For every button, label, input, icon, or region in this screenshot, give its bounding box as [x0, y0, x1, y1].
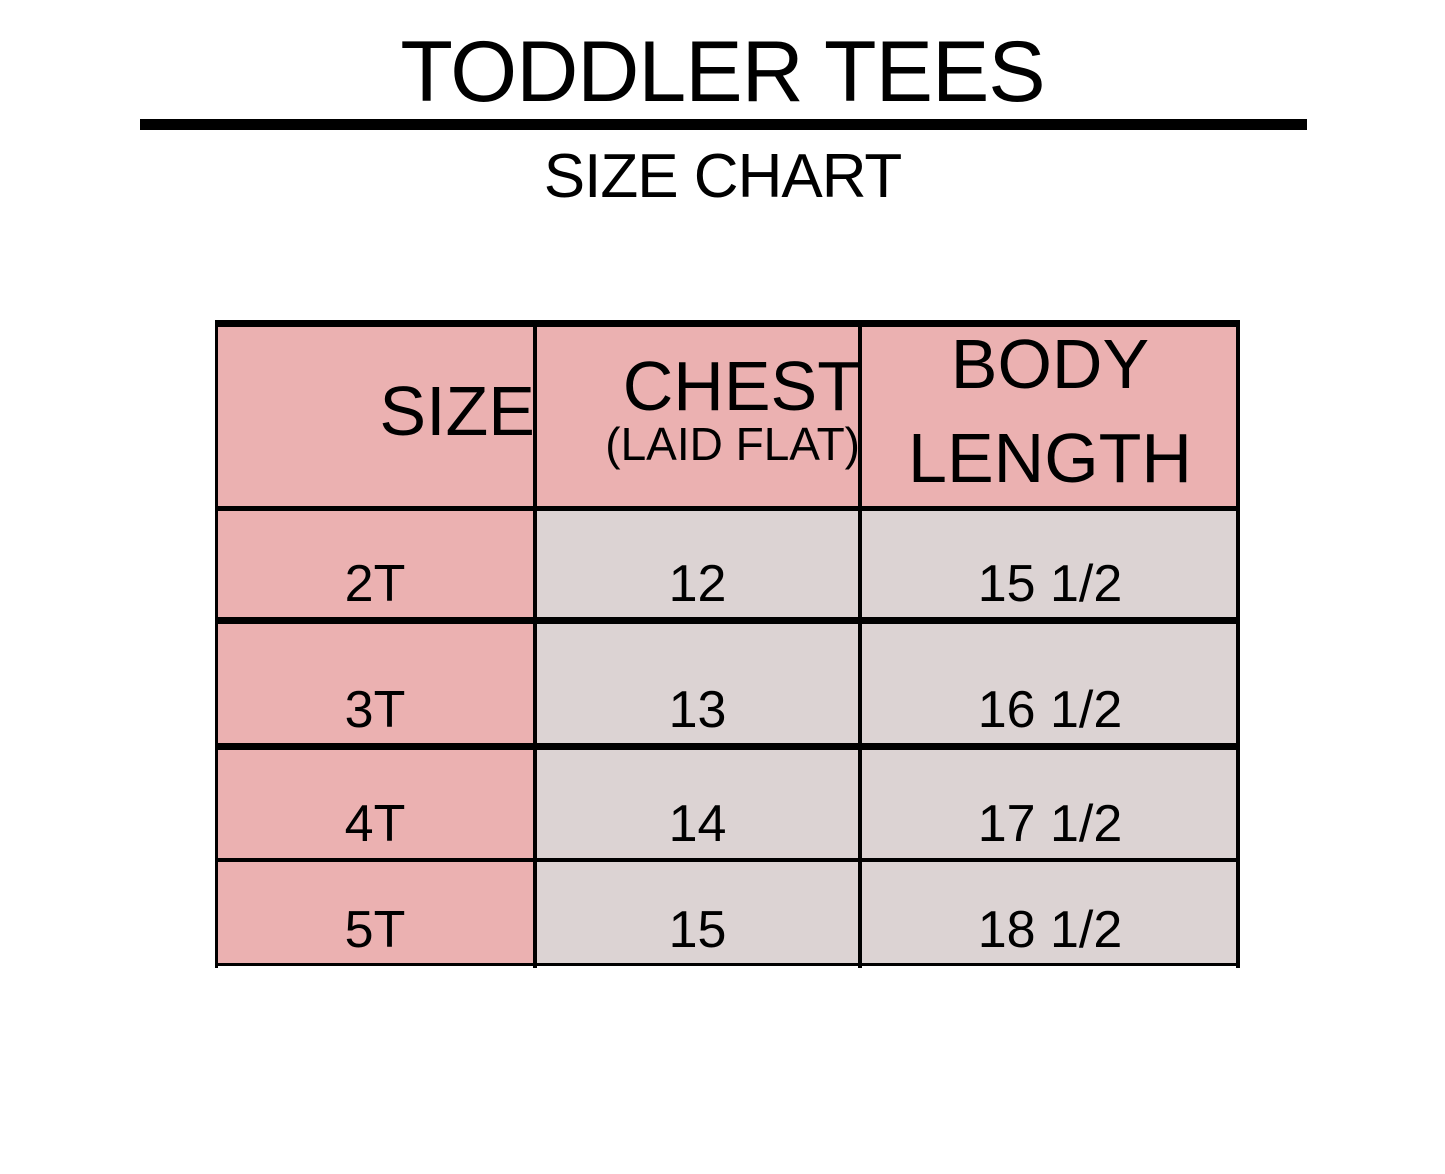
page-subtitle: SIZE CHART	[543, 142, 902, 211]
table-bottom-border	[215, 963, 1240, 966]
table-row-3-size: 4T	[215, 746, 535, 860]
table-row-4-size: 5T	[215, 860, 535, 966]
table-row-4-length: 18 1/2	[860, 860, 1240, 966]
header-chest: CHEST (LAID FLAT)	[535, 320, 860, 508]
table-row-3-length: 17 1/2	[860, 746, 1240, 860]
column-divider	[858, 320, 862, 968]
header-body-length-label: BODY LENGTH	[908, 325, 1192, 497]
row-divider	[215, 743, 1240, 750]
header-chest-sublabel: (LAID FLAT)	[605, 418, 860, 470]
table-top-border	[215, 320, 1240, 327]
header-divider	[215, 506, 1240, 511]
header-chest-label: CHEST	[622, 347, 860, 425]
table-left-border	[215, 320, 218, 968]
header-size: SIZE	[215, 320, 535, 508]
table-right-border	[1236, 320, 1240, 968]
table-row-4-chest: 15	[535, 860, 860, 966]
size-chart-table: SIZE CHEST (LAID FLAT) BODY LENGTH 2T 12…	[215, 320, 1240, 968]
title-divider	[140, 119, 1307, 130]
header-body-length: BODY LENGTH	[860, 320, 1240, 508]
table-row-2-length: 16 1/2	[860, 620, 1240, 746]
table-row-2-size: 3T	[215, 620, 535, 746]
row-divider	[215, 617, 1240, 624]
header-size-label: SIZE	[379, 372, 535, 450]
table-row-1-chest: 12	[535, 508, 860, 620]
page-title: TODDLER TEES	[400, 24, 1045, 120]
table-row-1-length: 15 1/2	[860, 508, 1240, 620]
table-row-3-chest: 14	[535, 746, 860, 860]
table-row-1-size: 2T	[215, 508, 535, 620]
table-row-2-chest: 13	[535, 620, 860, 746]
row-divider	[215, 858, 1240, 862]
column-divider	[533, 320, 537, 968]
